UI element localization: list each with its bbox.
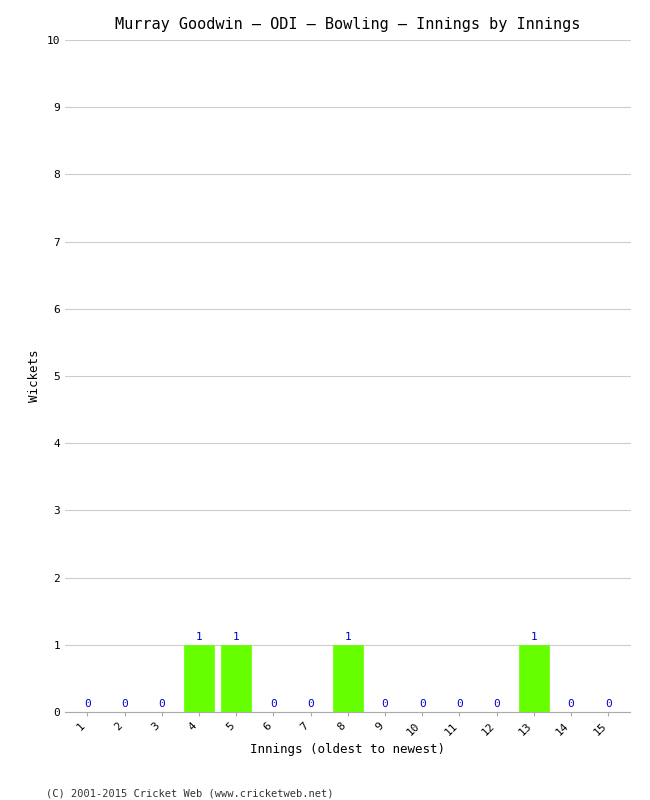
X-axis label: Innings (oldest to newest): Innings (oldest to newest) [250, 743, 445, 756]
Text: 1: 1 [344, 632, 351, 642]
Bar [184, 645, 214, 712]
Text: 0: 0 [382, 699, 388, 710]
Text: 1: 1 [196, 632, 202, 642]
Text: 0: 0 [567, 699, 575, 710]
Text: 0: 0 [493, 699, 500, 710]
Text: 1: 1 [530, 632, 537, 642]
Text: 0: 0 [159, 699, 165, 710]
Bar [519, 645, 549, 712]
Title: Murray Goodwin – ODI – Bowling – Innings by Innings: Murray Goodwin – ODI – Bowling – Innings… [115, 17, 580, 32]
Text: 0: 0 [307, 699, 314, 710]
Text: 0: 0 [121, 699, 128, 710]
Text: 0: 0 [270, 699, 277, 710]
Text: 0: 0 [84, 699, 91, 710]
Text: 1: 1 [233, 632, 239, 642]
Bar [221, 645, 251, 712]
Text: 0: 0 [456, 699, 463, 710]
Bar [333, 645, 363, 712]
Text: (C) 2001-2015 Cricket Web (www.cricketweb.net): (C) 2001-2015 Cricket Web (www.cricketwe… [46, 788, 333, 798]
Y-axis label: Wickets: Wickets [28, 350, 41, 402]
Text: 0: 0 [419, 699, 426, 710]
Text: 0: 0 [604, 699, 612, 710]
